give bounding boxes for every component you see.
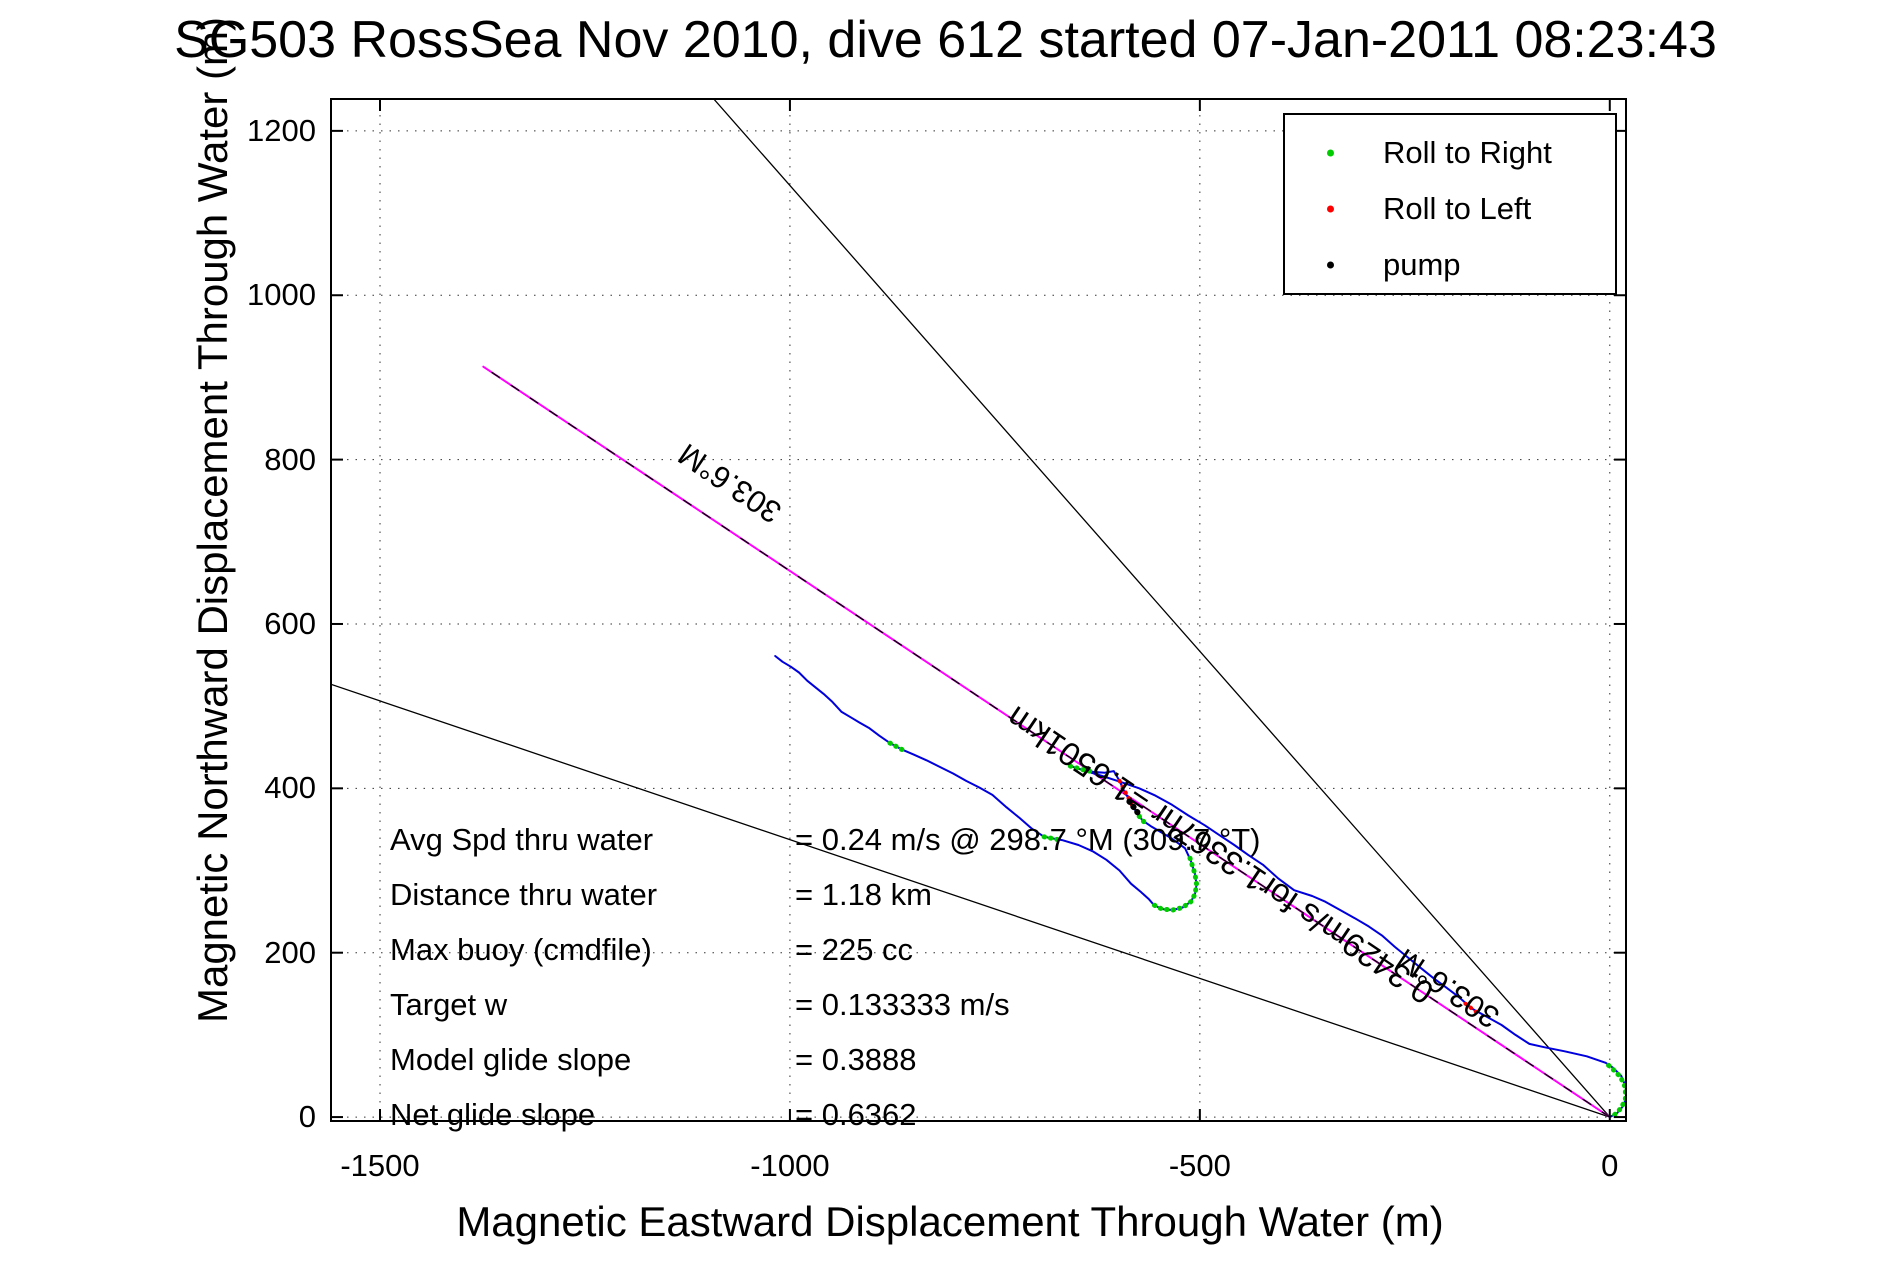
roll-to-right-markers xyxy=(1603,1060,1627,1118)
stats-row: Net glide slope = 0.6362 xyxy=(390,1087,1260,1142)
x-tick-label: 0 xyxy=(1601,1148,1619,1183)
stats-row: Model glide slope = 0.3888 xyxy=(390,1032,1260,1087)
roll-to-left-markers xyxy=(1463,1001,1479,1014)
roll-to-right-markers xyxy=(1151,855,1200,913)
y-tick-label: 1000 xyxy=(247,277,316,313)
stats-label: Avg Spd thru water xyxy=(390,821,654,857)
legend-marker-dot-icon xyxy=(1327,261,1334,269)
x-axis-label: Magnetic Eastward Displacement Through W… xyxy=(456,1198,1444,1245)
y-tick-label: 400 xyxy=(264,770,316,806)
plot-canvas xyxy=(330,98,1627,1122)
stats-row: Distance thru water = 1.18 km xyxy=(390,867,1260,922)
stats-value: = 0.3888 xyxy=(795,1041,917,1077)
y-axis-label: Magnetic Northward Displacement Through … xyxy=(189,16,236,1024)
legend-marker-dot-icon xyxy=(1327,205,1334,213)
y-tick-label: 1200 xyxy=(247,112,316,148)
stats-row: Avg Spd thru water = 0.24 m/s @ 298.7 °M … xyxy=(390,812,1260,867)
stats-label: Target w xyxy=(390,986,508,1022)
stats-value: = 225 cc xyxy=(795,931,914,967)
roll-to-right-markers xyxy=(887,740,905,753)
x-tick-label: -500 xyxy=(1168,1148,1231,1183)
plot-area: 303.6°M 0.3429m/s for1.3367hr =1.6501km 30… xyxy=(330,98,1627,1122)
dive-stats-block: Avg Spd thru water = 0.24 m/s @ 298.7 °M … xyxy=(390,812,1260,1142)
desired-track-black-dash-overlay xyxy=(482,366,1611,1118)
y-tick-label: 0 xyxy=(298,1099,316,1135)
bearing-fan-lower-line xyxy=(330,683,1611,1118)
y-tick-label: 200 xyxy=(264,934,316,970)
roll-to-right-markers xyxy=(1067,763,1096,775)
legend-item: Roll to Left xyxy=(1285,181,1615,237)
legend-item-label: Roll to Right xyxy=(1383,135,1552,170)
y-tick-label: 600 xyxy=(264,605,316,641)
stats-value: = 1.18 km xyxy=(795,876,932,912)
stats-label: Net glide slope xyxy=(390,1096,596,1132)
stats-label: Max buoy (cmdfile) xyxy=(390,931,652,967)
stats-value: = 0.6362 xyxy=(795,1096,917,1132)
stats-row: Max buoy (cmdfile) = 225 cc xyxy=(390,922,1260,977)
stats-label: Model glide slope xyxy=(390,1041,632,1077)
stats-row: Target w = 0.133333 m/s xyxy=(390,977,1260,1032)
legend-item: pump xyxy=(1285,237,1615,293)
axes-box xyxy=(330,98,1627,1122)
stats-value: = 0.133333 m/s xyxy=(795,986,1010,1022)
x-tick-label: -1000 xyxy=(750,1148,830,1183)
legend-item: Roll to Right xyxy=(1285,125,1615,181)
stats-label: Distance thru water xyxy=(390,876,658,912)
legend-marker-dot-icon xyxy=(1327,149,1334,157)
figure-title: SG503 RossSea Nov 2010, dive 612 started… xyxy=(174,11,1717,69)
roll-to-left-markers xyxy=(1117,778,1134,807)
roll-to-right-markers xyxy=(1136,813,1147,825)
roll-to-right-markers xyxy=(1041,834,1063,843)
stats-value: = 0.24 m/s @ 298.7 °M (309.7 °T) xyxy=(795,821,1261,857)
bearing-fan-upper-line xyxy=(712,98,1611,1118)
legend-item-label: Roll to Left xyxy=(1383,191,1532,226)
y-tick-label: 800 xyxy=(264,441,316,477)
legend: Roll to Right Roll to Left pump xyxy=(1283,113,1617,295)
x-tick-label: -1500 xyxy=(340,1148,420,1183)
legend-item-label: pump xyxy=(1383,247,1461,282)
pump-markers xyxy=(1126,798,1143,818)
